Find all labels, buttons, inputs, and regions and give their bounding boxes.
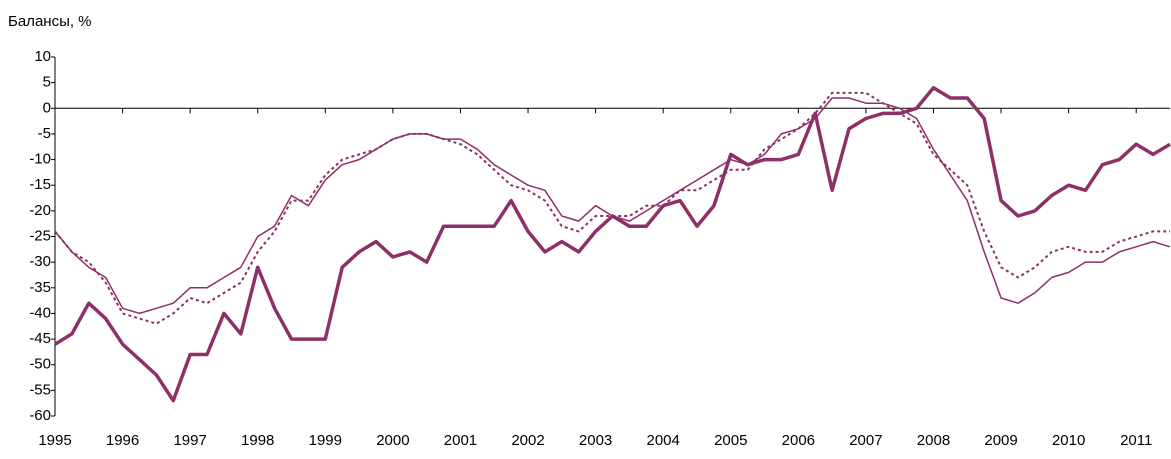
x-tick-label: 2005 <box>714 432 747 449</box>
y-tick-label: 10 <box>34 48 51 65</box>
x-tick-label: 2004 <box>646 432 679 449</box>
y-tick-label: -35 <box>29 279 51 296</box>
x-tick-label: 2000 <box>376 432 409 449</box>
x-tick-label: 1995 <box>38 432 71 449</box>
y-tick-label: -40 <box>29 304 51 321</box>
series-line <box>54 91 1170 325</box>
x-tick-label: 2007 <box>849 432 882 449</box>
y-axis-label: Балансы, % <box>8 13 92 30</box>
x-tick-label: 2003 <box>579 432 612 449</box>
x-tick-label: 2002 <box>511 432 544 449</box>
x-tick-label: 2010 <box>1052 432 1085 449</box>
x-tick-label: 2009 <box>984 432 1017 449</box>
y-tick-label: -20 <box>29 202 51 219</box>
y-tick-label: -30 <box>29 253 51 270</box>
y-tick-label: -5 <box>38 125 51 142</box>
y-tick-label: -55 <box>29 381 51 398</box>
x-tick-label: 2006 <box>782 432 815 449</box>
y-tick-label: -15 <box>29 176 51 193</box>
x-tick-label: 1998 <box>241 432 274 449</box>
x-tick-label: 2001 <box>444 432 477 449</box>
y-tick-label: 5 <box>43 74 51 91</box>
x-tick-label: 2008 <box>917 432 950 449</box>
y-tick-label: -10 <box>29 151 51 168</box>
x-tick-label: 1996 <box>106 432 139 449</box>
x-tick-label: 2011 <box>1120 432 1152 449</box>
series-line <box>54 86 1171 403</box>
x-tick-label: 1997 <box>173 432 206 449</box>
y-tick-label: -25 <box>29 227 51 244</box>
y-tick-label: 0 <box>43 99 51 116</box>
y-tick-label: -60 <box>29 407 51 424</box>
y-tick-label: -50 <box>29 356 51 373</box>
x-tick-label: 1999 <box>309 432 342 449</box>
series-line <box>54 97 1171 315</box>
y-tick-label: -45 <box>29 330 51 347</box>
